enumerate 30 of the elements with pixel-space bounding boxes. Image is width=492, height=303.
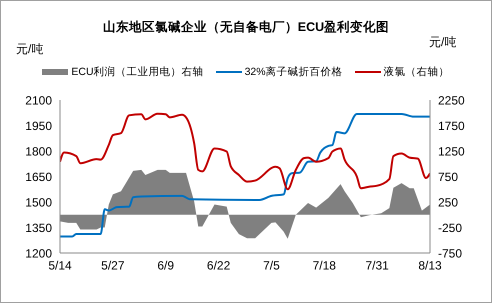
y-axis-title: 元/吨	[16, 41, 44, 58]
x-tick-label: 6/22	[206, 258, 231, 273]
y-tick-label: 1950	[25, 118, 52, 133]
x-tick-label: 8/13	[418, 258, 442, 273]
y2-tick-label: 250	[438, 195, 458, 210]
y2-tick-label: -750	[438, 246, 462, 260]
y2-tick-label: 1750	[438, 118, 466, 133]
y-tick-label: 1350	[25, 220, 52, 235]
y2-tick-label: -250	[438, 220, 462, 235]
y2-tick-label: 1250	[438, 144, 466, 158]
y-tick-label: 1200	[25, 246, 52, 260]
y-tick-label: 2100	[25, 93, 52, 108]
y-tick-label: 1500	[25, 195, 52, 210]
x-tick-label: 5/14	[48, 258, 72, 273]
y-tick-label: 1800	[25, 144, 52, 158]
line-series	[60, 112, 430, 190]
y2-axis-title: 元/吨	[429, 34, 456, 51]
legend-label: ECU利润（工业用电）右轴	[71, 65, 204, 79]
y2-tick-label: 2250	[438, 93, 466, 108]
chart-title: 山东地区氯碱企业（无自备电厂）ECU盈利变化图	[102, 19, 390, 36]
x-tick-label: 6/9	[157, 258, 174, 273]
x-tick-label: 7/31	[365, 258, 390, 273]
y2-tick-label: 750	[438, 170, 458, 184]
line-series	[60, 112, 430, 238]
legend-label: 液氯（右轴）	[384, 65, 450, 79]
x-tick-label: 7/18	[312, 258, 336, 273]
y-tick-label: 1650	[25, 170, 52, 184]
x-tick-label: 7/5	[263, 258, 280, 273]
x-tick-label: 5/27	[101, 258, 125, 273]
legend-label: 32%离子碱折百价格	[244, 65, 343, 79]
